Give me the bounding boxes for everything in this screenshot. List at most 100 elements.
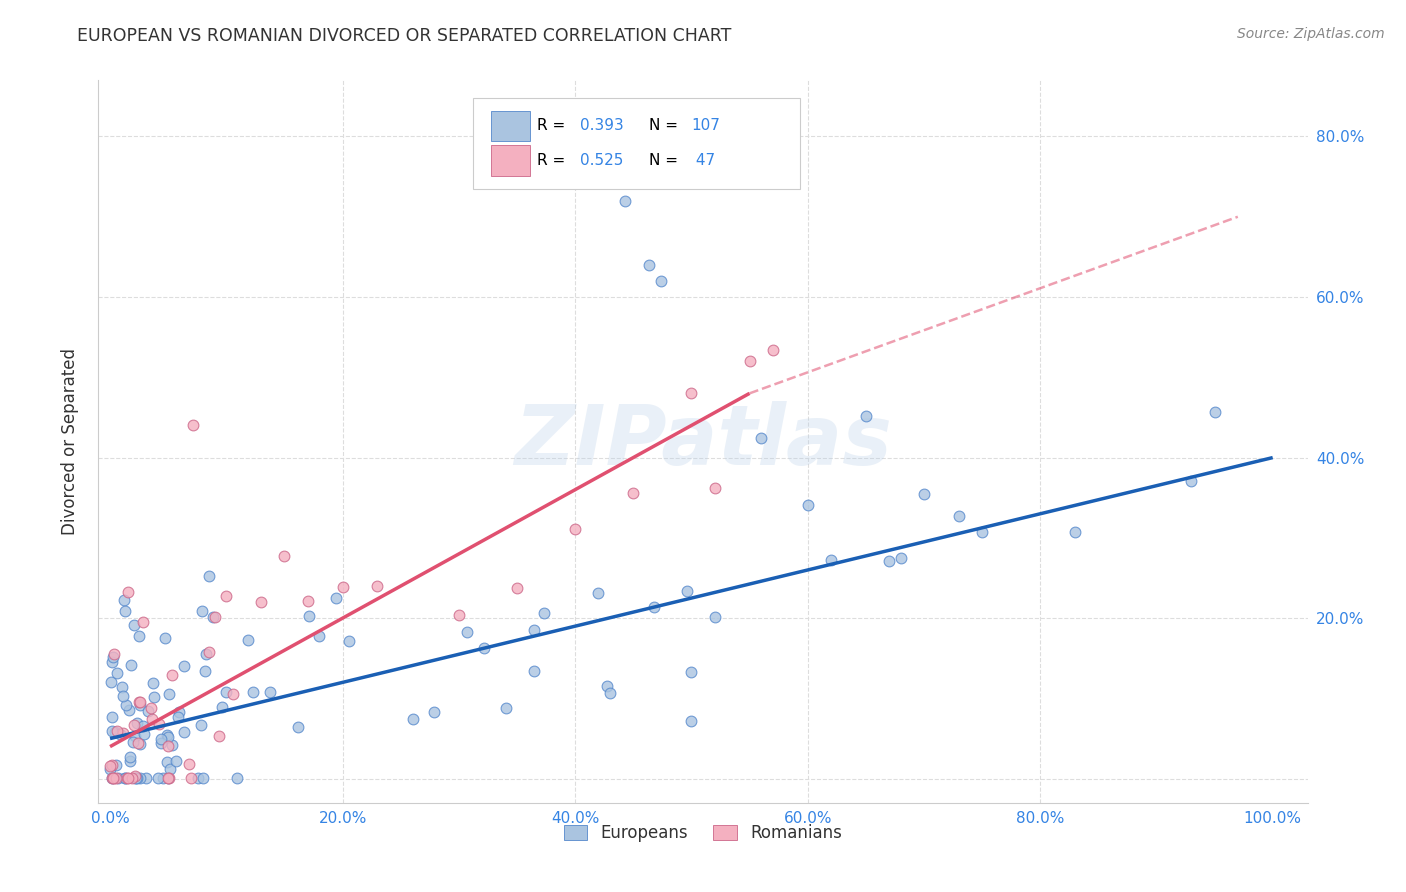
Point <box>287 720 309 734</box>
Point <box>297 594 319 608</box>
Point <box>762 343 785 358</box>
Point <box>128 629 150 643</box>
Point <box>104 725 127 739</box>
Point <box>533 606 555 620</box>
Point <box>101 771 124 785</box>
Point <box>613 194 636 208</box>
Point <box>131 719 153 733</box>
Point <box>146 771 169 785</box>
Point <box>259 685 281 699</box>
Point <box>157 687 180 701</box>
Point <box>159 762 181 776</box>
Point <box>472 641 495 656</box>
Point <box>650 274 672 288</box>
Point <box>117 771 139 785</box>
Point <box>152 771 174 785</box>
Point <box>855 409 877 424</box>
Point <box>114 771 136 785</box>
Point <box>162 738 184 752</box>
FancyBboxPatch shape <box>492 111 530 141</box>
Point <box>121 735 143 749</box>
Text: R =: R = <box>537 119 571 133</box>
Point <box>173 725 195 739</box>
Y-axis label: Divorced or Separated: Divorced or Separated <box>60 348 79 535</box>
Point <box>139 701 162 715</box>
Point <box>150 731 173 746</box>
Point <box>124 729 146 743</box>
Point <box>104 758 127 772</box>
FancyBboxPatch shape <box>474 98 800 189</box>
Point <box>153 631 176 645</box>
Point <box>101 656 124 670</box>
Point <box>749 431 772 445</box>
Point <box>157 730 180 744</box>
Point <box>165 754 187 768</box>
Point <box>298 608 321 623</box>
Point <box>423 705 446 719</box>
Point <box>112 592 135 607</box>
Point <box>136 704 159 718</box>
Point <box>156 771 179 785</box>
Point <box>202 609 225 624</box>
Point <box>105 723 128 738</box>
Point <box>506 581 529 595</box>
Point <box>273 549 295 564</box>
Point <box>124 771 146 785</box>
Point <box>100 674 122 689</box>
Point <box>124 768 146 782</box>
Point <box>101 649 124 664</box>
Point <box>208 730 231 744</box>
Point <box>191 771 214 785</box>
Point <box>128 738 150 752</box>
Point <box>970 524 993 539</box>
Point <box>190 718 212 732</box>
Point <box>194 664 217 678</box>
Point <box>167 710 190 724</box>
Point <box>1064 524 1087 539</box>
Point <box>180 771 202 785</box>
Point <box>226 771 249 785</box>
Point <box>820 552 842 566</box>
Point <box>142 676 165 690</box>
Point <box>167 705 190 719</box>
Point <box>238 632 260 647</box>
Point <box>523 623 546 637</box>
Point <box>162 668 184 682</box>
Point <box>142 690 165 704</box>
Point <box>325 591 347 606</box>
FancyBboxPatch shape <box>492 145 530 176</box>
Point <box>402 712 425 726</box>
Point <box>128 695 150 709</box>
Point <box>912 487 935 501</box>
Point <box>111 690 134 704</box>
Point <box>124 718 146 732</box>
Point <box>129 695 152 709</box>
Point <box>643 600 665 615</box>
Text: ZIPatlas: ZIPatlas <box>515 401 891 482</box>
Point <box>125 715 148 730</box>
Point <box>157 739 180 753</box>
Point <box>186 771 208 785</box>
Text: 107: 107 <box>690 119 720 133</box>
Text: EUROPEAN VS ROMANIAN DIVORCED OR SEPARATED CORRELATION CHART: EUROPEAN VS ROMANIAN DIVORCED OR SEPARAT… <box>77 27 731 45</box>
Point <box>211 700 233 714</box>
Point <box>1180 474 1202 488</box>
Point <box>108 727 131 741</box>
Point <box>127 736 149 750</box>
Point <box>681 386 703 401</box>
Point <box>148 717 170 731</box>
Point <box>101 723 124 738</box>
Point <box>101 771 124 785</box>
Point <box>150 736 173 750</box>
Point <box>114 771 136 785</box>
Point <box>115 771 138 785</box>
Point <box>98 758 121 772</box>
Point <box>98 762 121 776</box>
Point <box>877 554 900 568</box>
Point <box>523 664 546 678</box>
Point <box>125 771 148 785</box>
Point <box>157 771 180 785</box>
Point <box>156 755 179 769</box>
Point <box>948 509 970 524</box>
Point <box>638 258 661 272</box>
